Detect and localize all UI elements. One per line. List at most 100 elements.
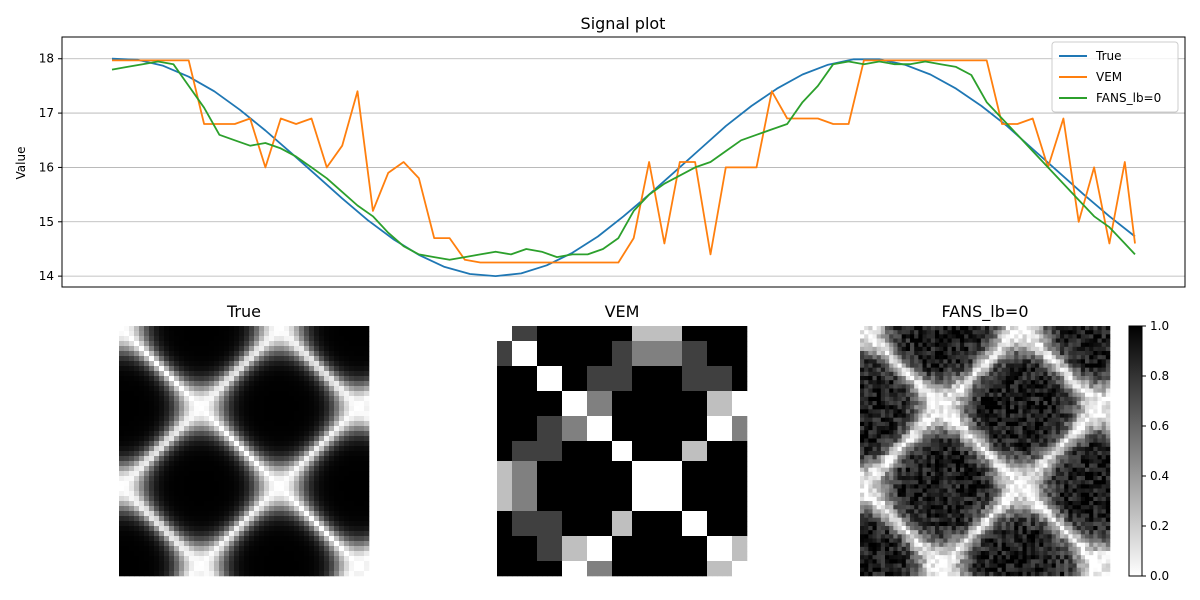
- heatmap-vem-cell: [722, 441, 728, 447]
- heatmap-true-cell: [244, 436, 250, 442]
- heatmap-vem-cell: [732, 521, 738, 527]
- heatmap-true-cell: [259, 386, 265, 392]
- heatmap-vem-cell: [642, 421, 648, 427]
- heatmap-true-cell: [279, 561, 285, 567]
- heatmap-true-cell: [339, 516, 345, 522]
- heatmap-vem-cell: [577, 391, 583, 397]
- heatmap-true-cell: [359, 531, 365, 537]
- heatmap-true-cell: [324, 456, 330, 462]
- heatmap-true-cell: [249, 416, 255, 422]
- heatmap-vem-cell: [582, 506, 588, 512]
- heatmap-vem-cell: [702, 381, 708, 387]
- heatmap-true-cell: [214, 391, 220, 397]
- heatmap-vem-cell: [637, 481, 643, 487]
- heatmap-vem-cell: [662, 526, 668, 532]
- heatmap-true-cell: [209, 416, 215, 422]
- heatmap-vem-cell: [687, 361, 693, 367]
- heatmap-vem-cell: [502, 491, 508, 497]
- heatmap-vem-cell: [647, 481, 653, 487]
- heatmap-true-cell: [264, 426, 270, 432]
- heatmap-vem-cell: [657, 396, 663, 402]
- heatmap-vem-cell: [512, 541, 518, 547]
- heatmap-true-cell: [139, 371, 145, 377]
- heatmap-true-cell: [284, 566, 290, 572]
- heatmap-true-cell: [294, 331, 300, 337]
- heatmap-vem-cell: [607, 446, 613, 452]
- heatmap-vem-cell: [687, 396, 693, 402]
- heatmap-true-cell: [229, 526, 235, 532]
- heatmap-vem-cell: [667, 326, 673, 332]
- heatmap-true-cell: [149, 566, 155, 572]
- heatmap-vem-cell: [627, 371, 633, 377]
- heatmap-true-cell: [119, 441, 125, 447]
- heatmap-vem-cell: [632, 516, 638, 522]
- heatmap-vem-cell: [737, 491, 743, 497]
- heatmap-vem-cell: [502, 391, 508, 397]
- heatmap-vem-cell: [647, 461, 653, 467]
- heatmap-vem-cell: [617, 436, 623, 442]
- heatmap-vem-cell: [707, 556, 713, 562]
- heatmap-true-cell: [129, 476, 135, 482]
- heatmap-vem-cell: [687, 506, 693, 512]
- heatmap-true-cell: [229, 341, 235, 347]
- heatmap-vem-cell: [737, 506, 743, 512]
- heatmap-vem-cell: [727, 431, 733, 437]
- heatmap-true-cell: [329, 441, 335, 447]
- heatmap-true-cell: [179, 446, 185, 452]
- heatmap-true-cell: [314, 371, 320, 377]
- heatmap-vem-cell: [537, 501, 543, 507]
- heatmap-true-cell: [149, 486, 155, 492]
- heatmap-vem-cell: [692, 451, 698, 457]
- heatmap-true-cell: [149, 506, 155, 512]
- heatmap-vem-cell: [607, 546, 613, 552]
- heatmap-vem-cell: [692, 366, 698, 372]
- heatmap-true-cell: [199, 506, 205, 512]
- heatmap-vem-cell: [722, 436, 728, 442]
- heatmap-true-cell: [239, 546, 245, 552]
- heatmap-vem-cell: [657, 511, 663, 517]
- heatmap-true-cell: [259, 361, 265, 367]
- heatmap-vem-cell: [522, 541, 528, 547]
- heatmap-vem-cell: [567, 391, 573, 397]
- heatmap-vem-cell: [592, 536, 598, 542]
- heatmap-true-cell: [324, 431, 330, 437]
- heatmap-vem-cell: [677, 386, 683, 392]
- heatmap-true-cell: [204, 426, 210, 432]
- heatmap-vem-cell: [672, 561, 678, 567]
- heatmap-true-cell: [349, 456, 355, 462]
- heatmap-vem-cell: [707, 336, 713, 342]
- heatmap-true-cell: [169, 476, 175, 482]
- heatmap-true-cell: [204, 431, 210, 437]
- heatmap-true-cell: [309, 531, 315, 537]
- heatmap-vem-cell: [532, 471, 538, 477]
- heatmap-true-cell: [254, 331, 260, 337]
- heatmap-true-cell: [279, 331, 285, 337]
- heatmap-true-cell: [179, 506, 185, 512]
- heatmap-vem-cell: [572, 456, 578, 462]
- heatmap-true-cell: [314, 506, 320, 512]
- heatmap-vem-cell: [627, 536, 633, 542]
- heatmap-true-cell: [239, 361, 245, 367]
- heatmap-vem-cell: [642, 551, 648, 557]
- heatmap-vem-cell: [512, 416, 518, 422]
- heatmap-vem-cell: [537, 521, 543, 527]
- heatmap-true-cell: [134, 386, 140, 392]
- heatmap-true-cell: [244, 346, 250, 352]
- heatmap-vem-cell: [737, 486, 743, 492]
- heatmap-vem-cell: [717, 451, 723, 457]
- heatmap-true-cell: [359, 461, 365, 467]
- heatmap-true-cell: [204, 521, 210, 527]
- heatmap-vem-cell: [612, 461, 618, 467]
- heatmap-true-cell: [149, 501, 155, 507]
- heatmap-true-cell: [129, 431, 135, 437]
- heatmap-true-cell: [279, 471, 285, 477]
- heatmap-vem-cell: [607, 416, 613, 422]
- heatmap-true-cell: [264, 531, 270, 537]
- heatmap-true-cell: [234, 376, 240, 382]
- heatmap-vem-cell: [502, 501, 508, 507]
- heatmap-vem-cell: [582, 371, 588, 377]
- heatmap-vem-cell: [662, 536, 668, 542]
- heatmap-vem-cell: [497, 346, 503, 352]
- heatmap-vem-cell: [697, 371, 703, 377]
- heatmap-vem-cell: [727, 421, 733, 427]
